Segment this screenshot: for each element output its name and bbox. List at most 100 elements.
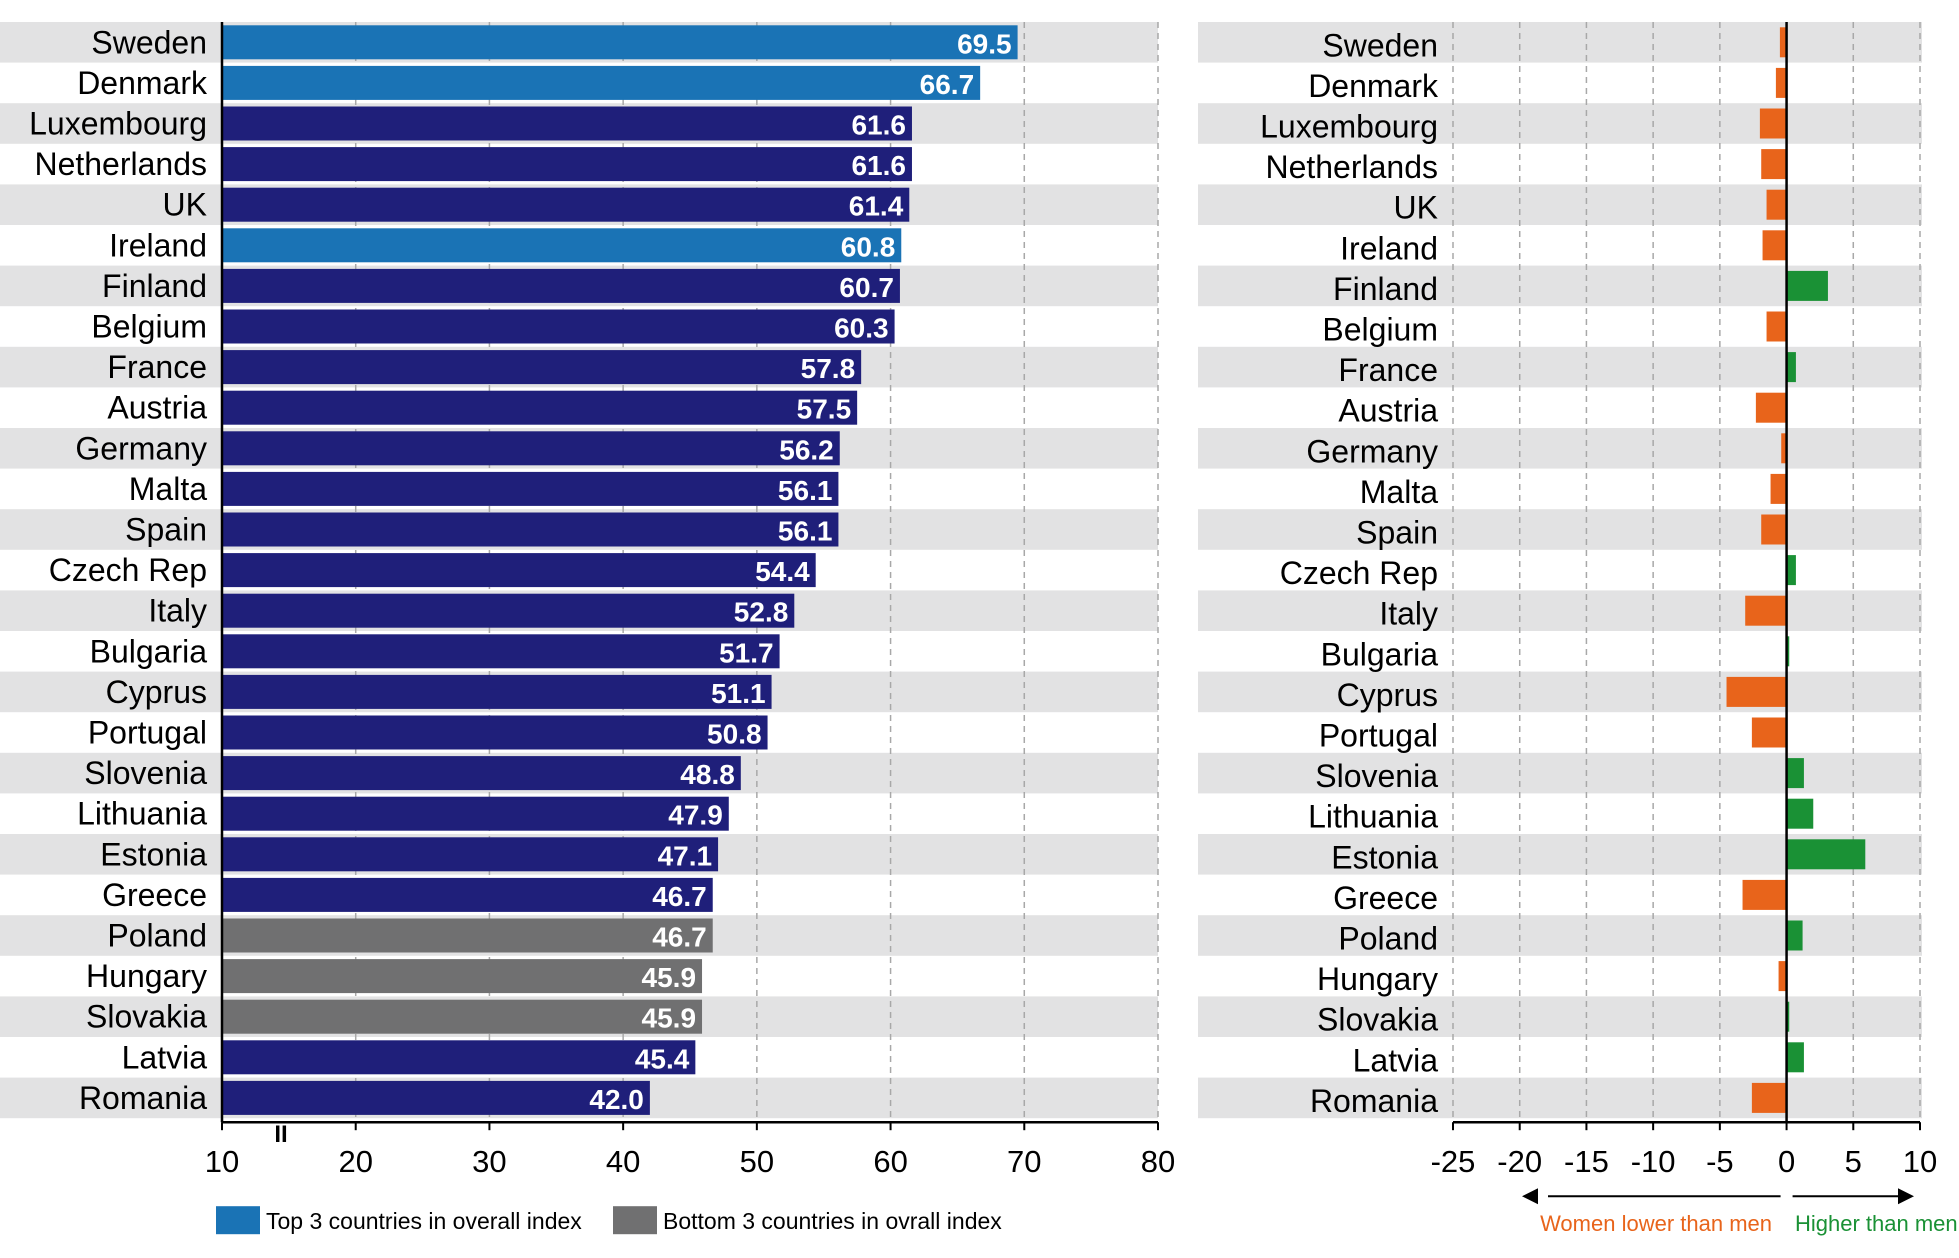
- bar: [222, 390, 858, 425]
- bar: [222, 350, 862, 385]
- category-label: Austria: [107, 390, 207, 426]
- bar: [222, 431, 840, 466]
- bar: [1775, 67, 1787, 98]
- data-label: 51.7: [719, 637, 774, 668]
- data-label: 60.8: [841, 231, 896, 262]
- bar: [222, 999, 703, 1034]
- axis-break-mark: II: [274, 1121, 287, 1148]
- bar: [222, 65, 981, 100]
- category-label: Finland: [102, 268, 207, 304]
- bar: [1786, 1001, 1790, 1032]
- bar: [222, 228, 902, 263]
- bar: [1786, 1042, 1804, 1073]
- category-label: Portugal: [88, 715, 207, 751]
- bar: [1770, 473, 1787, 504]
- category-label: Germany: [1306, 433, 1438, 469]
- bar: [222, 187, 910, 222]
- data-label: 61.4: [849, 191, 904, 222]
- category-label: Ireland: [1340, 230, 1438, 266]
- category-label: Denmark: [1308, 68, 1439, 104]
- category-label: UK: [1394, 190, 1438, 226]
- bar: [222, 1040, 696, 1075]
- category-label: Hungary: [86, 958, 207, 994]
- bar: [222, 268, 900, 303]
- bar: [1761, 149, 1787, 180]
- bar: [222, 877, 713, 912]
- category-label: Spain: [1356, 515, 1438, 551]
- row-stripe: [1198, 671, 1922, 713]
- category-label: Romania: [79, 1080, 207, 1116]
- category-label: Netherlands: [1265, 149, 1438, 185]
- annotation-higher: Higher than men: [1795, 1211, 1958, 1236]
- bar: [222, 837, 719, 872]
- category-label: Belgium: [1322, 312, 1438, 348]
- tick-label: -15: [1564, 1144, 1609, 1179]
- data-label: 46.7: [652, 881, 707, 912]
- data-label: 46.7: [652, 922, 707, 953]
- tick-label: -10: [1631, 1144, 1676, 1179]
- category-label: Belgium: [91, 309, 207, 345]
- bar: [222, 309, 895, 344]
- bar: [1786, 352, 1796, 383]
- tick-label: 30: [472, 1144, 506, 1179]
- bar: [1742, 879, 1787, 910]
- tick-label: 70: [1007, 1144, 1041, 1179]
- category-label: Luxembourg: [29, 106, 207, 142]
- data-label: 56.1: [778, 475, 833, 506]
- data-label: 61.6: [851, 110, 906, 141]
- bar: [222, 715, 768, 750]
- bar: [1751, 1082, 1787, 1113]
- category-label: Greece: [102, 877, 207, 913]
- category-label: Slovenia: [84, 755, 207, 791]
- bar: [1751, 717, 1787, 748]
- bar: [1766, 311, 1787, 342]
- data-label: 47.9: [668, 800, 723, 831]
- category-label: Estonia: [1331, 839, 1438, 875]
- tick-label: 10: [205, 1144, 239, 1179]
- data-label: 54.4: [755, 556, 810, 587]
- category-label: Czech Rep: [1280, 555, 1438, 591]
- bar: [1779, 27, 1787, 58]
- category-label: Slovakia: [86, 999, 207, 1035]
- bar: [1762, 230, 1787, 261]
- bar: [222, 593, 795, 628]
- row-stripe: [1198, 22, 1922, 63]
- tick-label: -25: [1431, 1144, 1476, 1179]
- category-label: Slovakia: [1317, 1002, 1438, 1038]
- category-label: Lithuania: [1308, 799, 1438, 835]
- legend-swatch-bottom3: [613, 1206, 657, 1235]
- category-label: Ireland: [109, 227, 207, 263]
- category-label: Slovenia: [1315, 758, 1438, 794]
- row-stripe: [1198, 915, 1922, 956]
- category-label: Romania: [1310, 1083, 1438, 1119]
- data-label: 61.6: [851, 150, 906, 181]
- tick-label: 0: [1778, 1144, 1795, 1179]
- bar: [222, 512, 839, 547]
- category-label: Bulgaria: [90, 633, 208, 669]
- bar: [222, 147, 912, 182]
- tick-label: -5: [1706, 1144, 1734, 1179]
- tick-label: 40: [606, 1144, 640, 1179]
- legend-swatch-top3: [216, 1206, 260, 1235]
- bar: [1786, 839, 1866, 870]
- data-label: 66.7: [920, 69, 975, 100]
- bar: [1726, 676, 1787, 707]
- data-label: 57.5: [797, 394, 852, 425]
- bar: [222, 959, 703, 994]
- data-label: 69.5: [957, 28, 1012, 59]
- data-label: 42.0: [589, 1084, 644, 1115]
- row-stripe: [1198, 752, 1922, 794]
- bar: [1761, 514, 1787, 545]
- data-label: 60.3: [834, 313, 889, 344]
- category-label: Austria: [1338, 393, 1438, 429]
- arrow-head-right: [1898, 1188, 1914, 1205]
- bar: [222, 674, 772, 709]
- bar: [222, 471, 839, 506]
- row-stripe: [1198, 184, 1922, 225]
- bar: [1786, 555, 1796, 586]
- row-stripe: [1198, 590, 1922, 631]
- bar: [1745, 595, 1787, 626]
- category-label: Spain: [125, 512, 207, 548]
